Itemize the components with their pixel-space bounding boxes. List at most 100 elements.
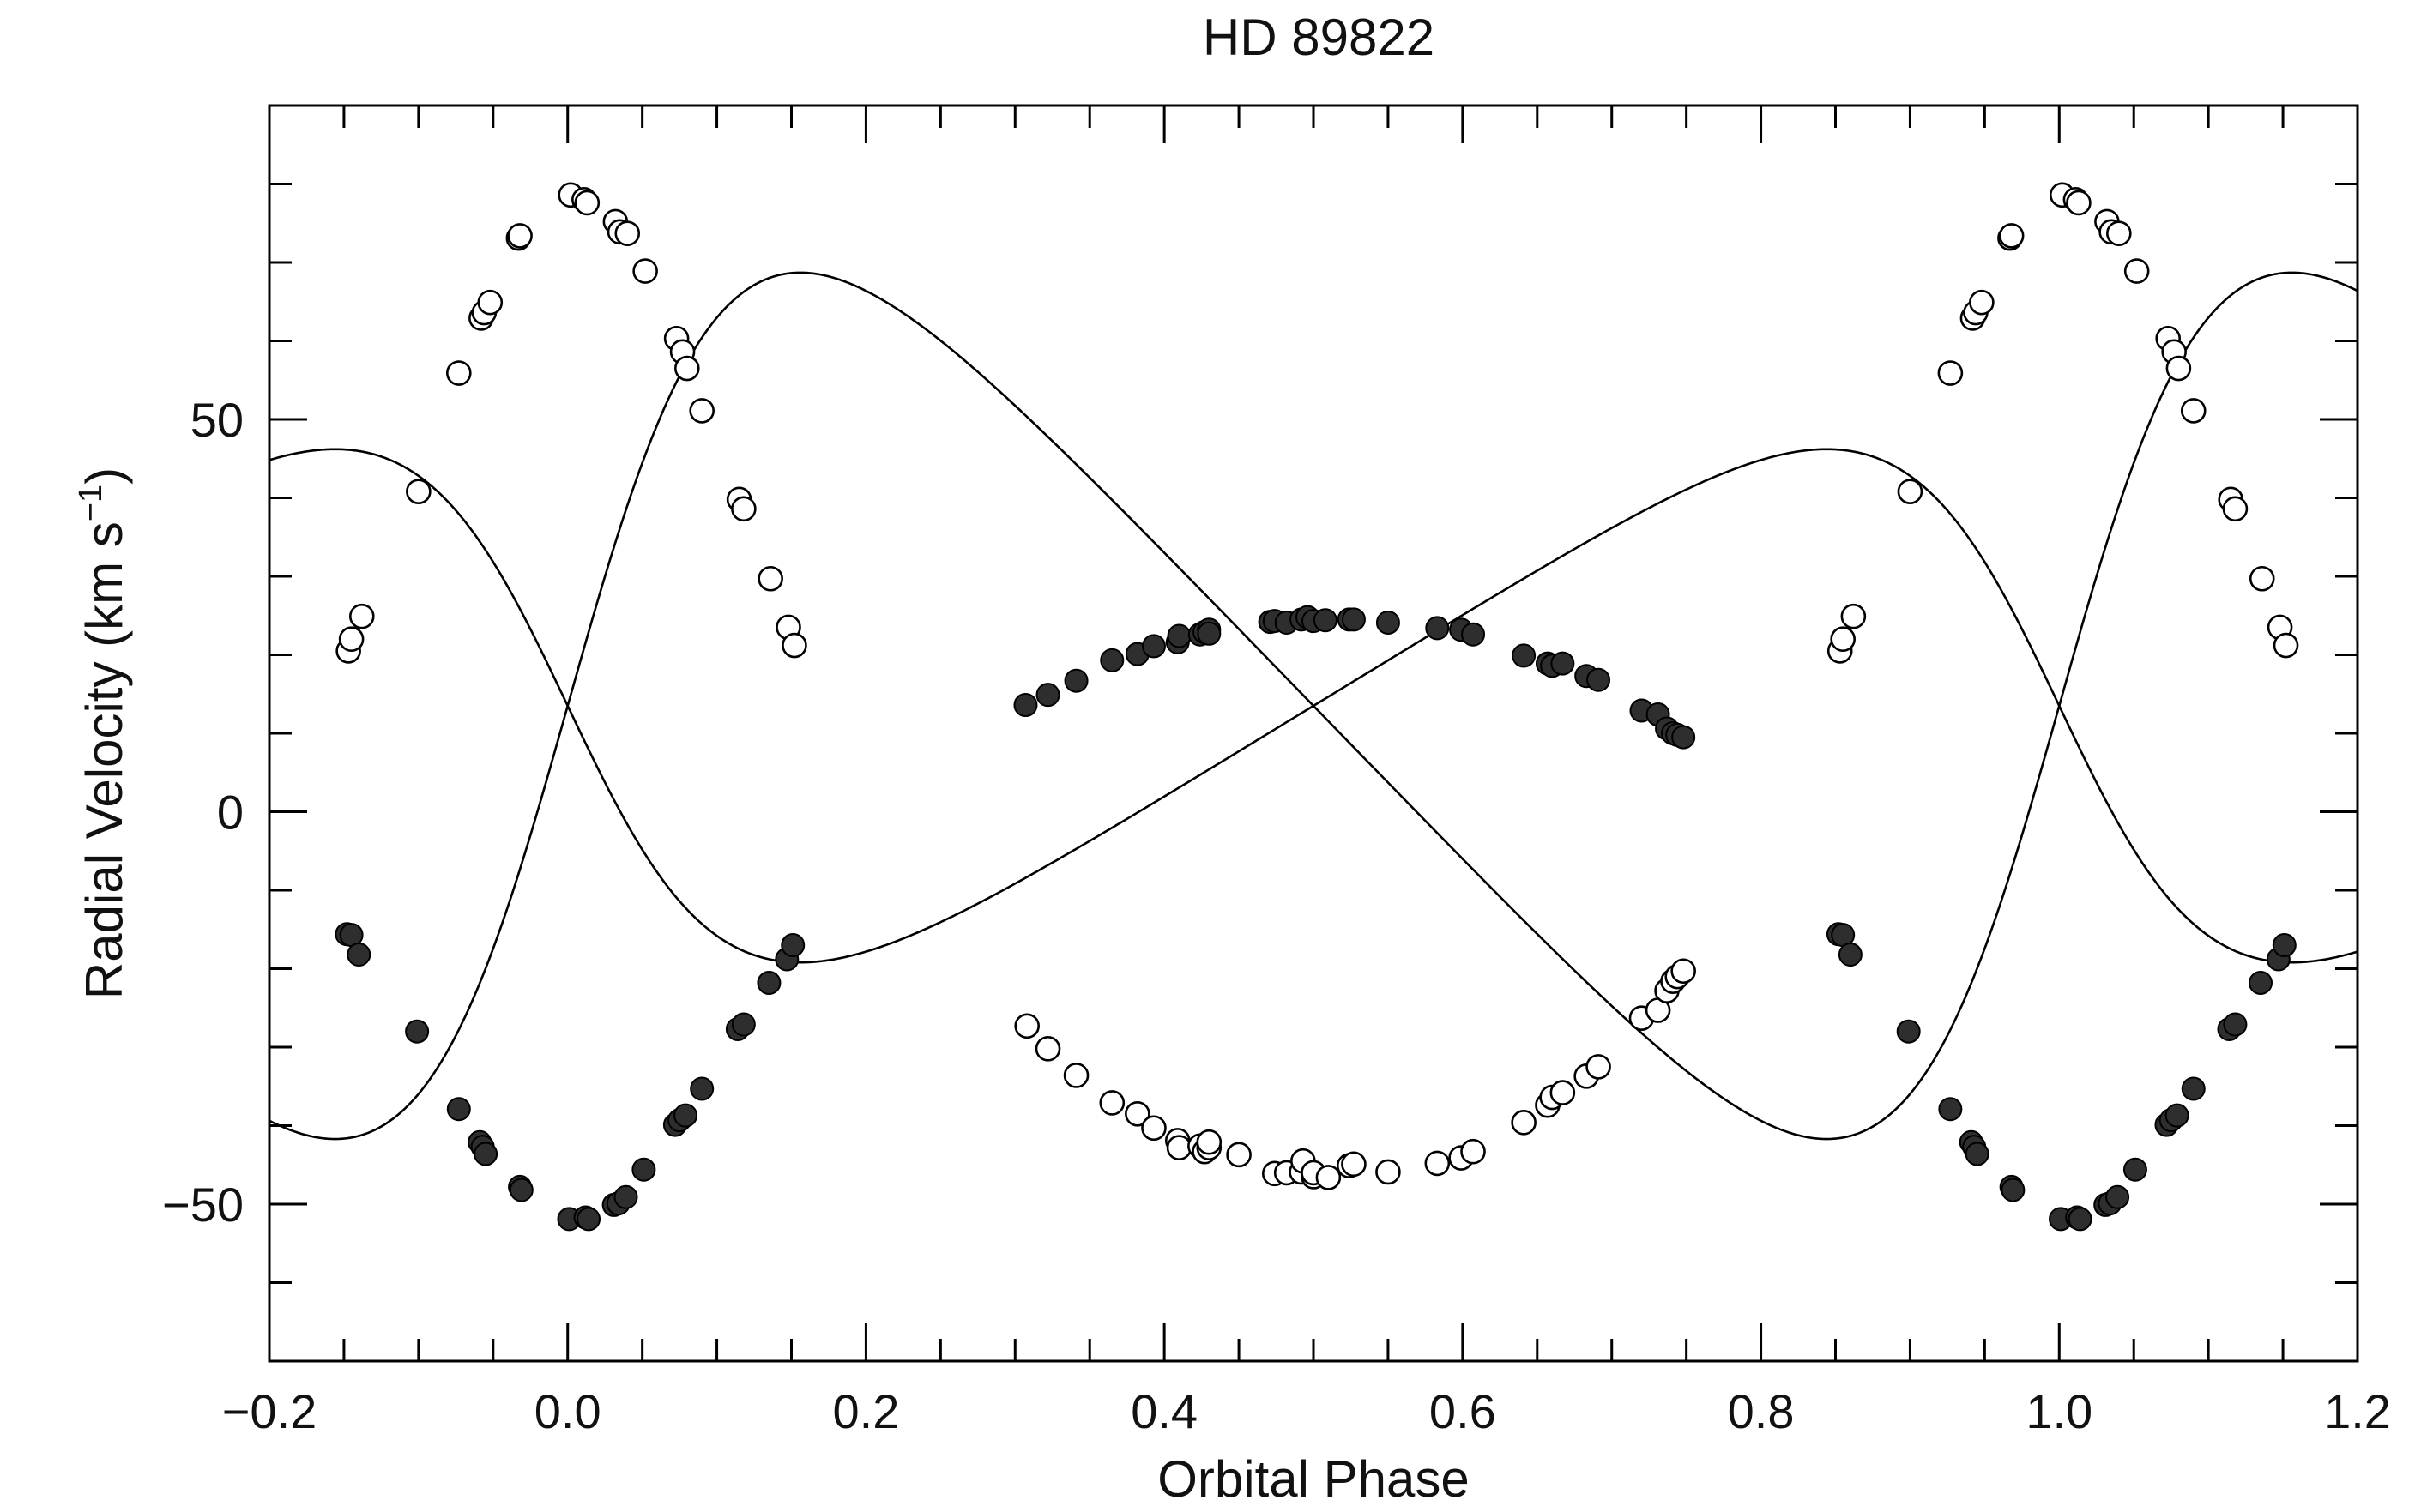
primary-data-point	[347, 943, 371, 967]
primary-data-point	[1197, 621, 1222, 646]
secondary-data-point	[1141, 1115, 1167, 1142]
primary-data-point	[1938, 1097, 1963, 1122]
secondary-points	[335, 182, 2299, 1190]
secondary-data-point	[1226, 1142, 1252, 1168]
x-tick-label: 0.8	[1728, 1384, 1795, 1438]
y-axis-label: Radial Velocity (km s−1)	[73, 467, 133, 999]
secondary-data-point	[1549, 1080, 1576, 1105]
y-tick-label: 0	[217, 786, 244, 840]
secondary-data-point	[2249, 565, 2275, 592]
primary-data-point	[690, 1076, 715, 1101]
primary-data-point	[631, 1157, 656, 1182]
secondary-data-point	[758, 565, 783, 592]
primary-data-point	[405, 1019, 430, 1044]
primary-data-point	[1167, 623, 1192, 648]
primary-data-point	[1375, 610, 1400, 635]
orbit-curves	[269, 271, 2358, 1141]
secondary-data-point	[445, 360, 472, 386]
primary-data-point	[731, 1012, 756, 1037]
y-axis-label-exponent: −1	[73, 485, 109, 521]
secondary-data-point	[1014, 1013, 1040, 1039]
primary-data-point	[1341, 607, 1366, 632]
primary-data-point	[1313, 608, 1337, 633]
primary-data-point	[1671, 725, 1696, 750]
secondary-data-point	[1998, 223, 2025, 249]
secondary-data-point	[1341, 1151, 1367, 1178]
minor-ticks	[269, 105, 2358, 1361]
x-tick-label: −0.2	[222, 1384, 317, 1438]
secondary-data-point	[673, 355, 700, 382]
secondary-data-point	[348, 603, 375, 629]
primary-data-point	[1550, 651, 1575, 676]
x-tick-label: 0.2	[832, 1384, 899, 1438]
primary-data-point	[1064, 668, 1089, 693]
secondary-data-point	[1099, 1090, 1126, 1116]
primary-data-point	[673, 1103, 698, 1128]
secondary-data-point	[1035, 1036, 1061, 1062]
secondary-data-point	[1937, 360, 1964, 386]
primary-data-point	[1896, 1019, 1921, 1044]
primary-data-point	[2248, 970, 2273, 995]
primary-data-point	[1100, 648, 1125, 672]
primary-data-point	[509, 1178, 534, 1202]
secondary-data-point	[2273, 632, 2299, 659]
secondary-data-point	[1840, 603, 1867, 629]
x-tick-label: 0.6	[1429, 1384, 1496, 1438]
primary-data-point	[613, 1184, 638, 1209]
primary-data-point	[2223, 1012, 2248, 1037]
primary-data-point	[1512, 643, 1537, 668]
secondary-data-point	[1830, 626, 1856, 653]
secondary-data-point	[1585, 1054, 1611, 1080]
primary-points	[335, 605, 2297, 1232]
primary-data-point	[1586, 667, 1611, 692]
primary-data-point	[1461, 622, 1486, 647]
secondary-data-point	[689, 398, 715, 424]
primary-data-point	[2181, 1076, 2206, 1101]
secondary-data-point	[1063, 1063, 1090, 1088]
primary-data-point	[1425, 616, 1450, 641]
x-tick-labels: −0.2 0.0 0.2 0.4 0.6 0.8 1.0 1.2	[222, 1384, 2391, 1438]
secondary-data-point	[1460, 1138, 1486, 1165]
x-tick-label: 0.0	[534, 1384, 601, 1438]
secondary-data-point	[574, 190, 601, 216]
primary-data-point	[2001, 1178, 2026, 1202]
secondary-data-point	[1315, 1165, 1342, 1190]
secondary-data-point	[614, 220, 641, 246]
secondary-data-point	[731, 496, 757, 522]
chart-title: HD 89822	[1203, 9, 1434, 66]
secondary-data-point	[1511, 1110, 1537, 1136]
secondary-data-point	[1897, 479, 1923, 504]
primary-data-point	[2164, 1103, 2189, 1128]
secondary-data-point	[406, 479, 432, 504]
secondary-data-point	[1424, 1150, 1451, 1177]
primary-data-point	[446, 1097, 471, 1122]
y-tick-label: 50	[190, 393, 244, 447]
secondary-data-point	[1125, 1100, 1150, 1127]
secondary-data-point	[507, 223, 533, 249]
secondary-data-point	[1196, 1129, 1223, 1155]
secondary-data-point	[2180, 398, 2207, 424]
y-axis-label-main: Radial Velocity (km s	[75, 521, 133, 999]
primary-data-point	[2122, 1157, 2147, 1182]
y-tick-labels: −50 0 50	[162, 393, 244, 1232]
primary-data-point	[577, 1207, 601, 1232]
secondary-data-point	[1969, 289, 1995, 316]
primary-data-point	[781, 933, 806, 958]
y-tick-label: −50	[162, 1178, 244, 1232]
primary-orbit-curve	[269, 448, 2358, 964]
primary-data-point	[2105, 1184, 2130, 1209]
secondary-data-point	[1375, 1159, 1401, 1185]
primary-data-point	[1838, 943, 1863, 967]
primary-data-point	[1035, 683, 1060, 708]
primary-data-point	[1965, 1142, 1989, 1166]
x-tick-label: 1.0	[2026, 1384, 2092, 1438]
secondary-data-point	[2123, 258, 2150, 284]
secondary-data-point	[2165, 355, 2192, 382]
primary-data-point	[2068, 1207, 2092, 1232]
secondary-data-point	[477, 289, 504, 316]
secondary-data-point	[2106, 220, 2132, 246]
secondary-data-point	[338, 626, 365, 653]
primary-data-point	[2272, 933, 2297, 958]
primary-data-point	[474, 1142, 498, 1166]
